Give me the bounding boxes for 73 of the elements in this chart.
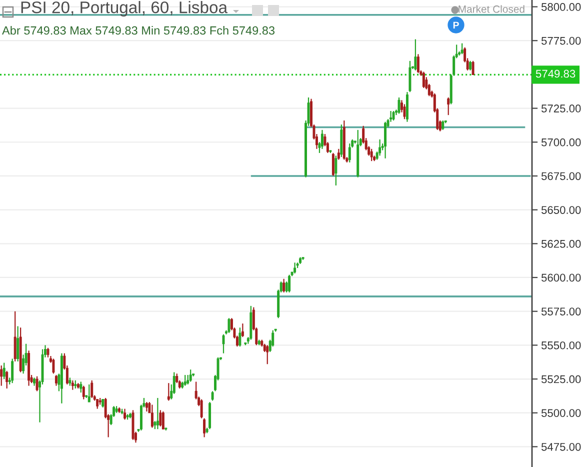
candlestick [211,390,214,402]
candlestick [162,410,164,430]
candlestick [288,274,291,293]
annotation: Market Closed [458,5,524,13]
candlestick [96,398,99,410]
candlestick [222,334,225,354]
candlestick [422,71,425,89]
candlestick [88,384,90,403]
candlestick [469,60,472,71]
candlestick [320,129,324,150]
candlestick [408,60,412,93]
candlestick [124,408,126,420]
candlestick [36,376,38,392]
candlestick [150,404,154,428]
y-tick-label: 5550.00 [541,341,581,350]
candlestick [378,138,382,156]
candlestick [0,364,3,386]
annotation: P [453,22,459,29]
text: Abr 5749.83 Max 5749.83 Min 5749.83 Fch 5749.83 [2,26,275,35]
y-tick-label: 5475.00 [541,442,581,451]
candlestick [6,370,8,390]
candlestick [203,418,206,438]
candlestick [472,60,474,76]
candlestick [282,278,286,293]
candlestick [159,410,162,427]
y-tick-label: 5725.00 [541,104,581,112]
candlestick [266,344,269,365]
candlestick [392,110,395,122]
y-tick-label: 5600.00 [541,274,581,282]
candlestick [156,397,159,430]
candlestick [403,104,406,120]
candlestick [2,362,6,380]
y-tick-label: 5775.00 [541,36,581,45]
candlestick [184,374,186,386]
candlestick [14,310,16,362]
y-tick-label: 5800.00 [541,3,581,11]
candlestick [11,358,14,384]
candlestick [189,368,192,382]
y-tick-label: 5525.00 [541,375,581,384]
candlestick [460,42,464,55]
candlestick [370,148,373,162]
candlestick [145,401,148,412]
y-tick-label: 5625.00 [541,240,581,248]
candlestick [332,152,334,177]
candlestick [294,262,296,274]
candlestick [384,121,387,159]
candlestick [442,120,444,131]
candlestick [200,398,203,419]
candlestick [167,382,170,402]
candlestick [54,374,58,386]
candlestick [416,54,420,74]
candlestick [52,358,55,374]
candlestick [238,327,242,348]
y-tick-label: 5675.00 [541,172,581,180]
candlestick [334,155,338,186]
y-tick-label: 5650.00 [541,206,581,214]
candlestick [16,326,20,362]
candlestick [90,380,94,399]
candlestick [241,322,244,338]
ref-line-label: 5749.83 [536,70,576,78]
candlestick [228,318,230,334]
candlestick [348,142,351,163]
y-tick-label: 5700.00 [541,138,581,146]
y-tick-label: 5575.00 [541,308,581,316]
y-tick-label: 5500.00 [541,409,581,417]
candlestick [414,38,417,71]
candlestick [82,385,85,400]
candlestick [398,96,400,114]
chart-title: PSI 20, Portugal, 60, Lisboa [21,1,228,17]
candlestick [80,381,82,394]
candlestick [337,148,340,160]
candlestick [71,380,74,390]
candlestick [447,96,450,116]
